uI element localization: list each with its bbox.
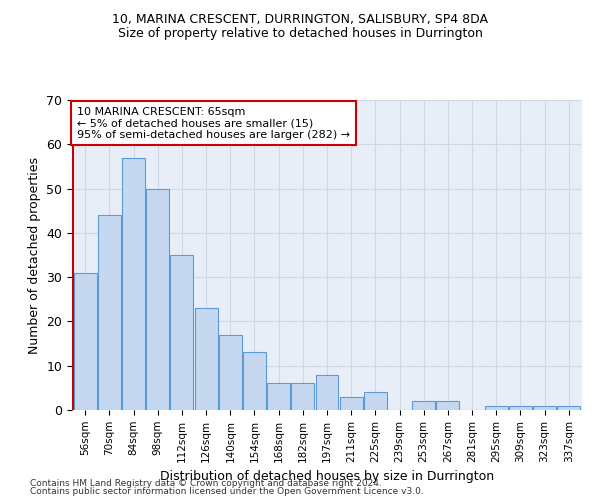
Bar — [485, 406, 508, 410]
Bar — [267, 384, 290, 410]
Bar — [316, 374, 338, 410]
Y-axis label: Number of detached properties: Number of detached properties — [28, 156, 41, 354]
Bar — [219, 334, 242, 410]
Bar — [98, 215, 121, 410]
Bar — [412, 401, 435, 410]
Bar — [364, 392, 387, 410]
Bar — [74, 272, 97, 410]
Bar — [340, 396, 362, 410]
Bar — [533, 406, 556, 410]
X-axis label: Distribution of detached houses by size in Durrington: Distribution of detached houses by size … — [160, 470, 494, 483]
Text: Size of property relative to detached houses in Durrington: Size of property relative to detached ho… — [118, 28, 482, 40]
Bar — [509, 406, 532, 410]
Bar — [557, 406, 580, 410]
Bar — [194, 308, 218, 410]
Bar — [436, 401, 460, 410]
Bar — [243, 352, 266, 410]
Bar — [170, 255, 193, 410]
Bar — [122, 158, 145, 410]
Text: Contains HM Land Registry data © Crown copyright and database right 2024.: Contains HM Land Registry data © Crown c… — [30, 478, 382, 488]
Bar — [146, 188, 169, 410]
Text: Contains public sector information licensed under the Open Government Licence v3: Contains public sector information licen… — [30, 487, 424, 496]
Bar — [292, 384, 314, 410]
Text: 10, MARINA CRESCENT, DURRINGTON, SALISBURY, SP4 8DA: 10, MARINA CRESCENT, DURRINGTON, SALISBU… — [112, 12, 488, 26]
Text: 10 MARINA CRESCENT: 65sqm
← 5% of detached houses are smaller (15)
95% of semi-d: 10 MARINA CRESCENT: 65sqm ← 5% of detach… — [77, 106, 350, 140]
